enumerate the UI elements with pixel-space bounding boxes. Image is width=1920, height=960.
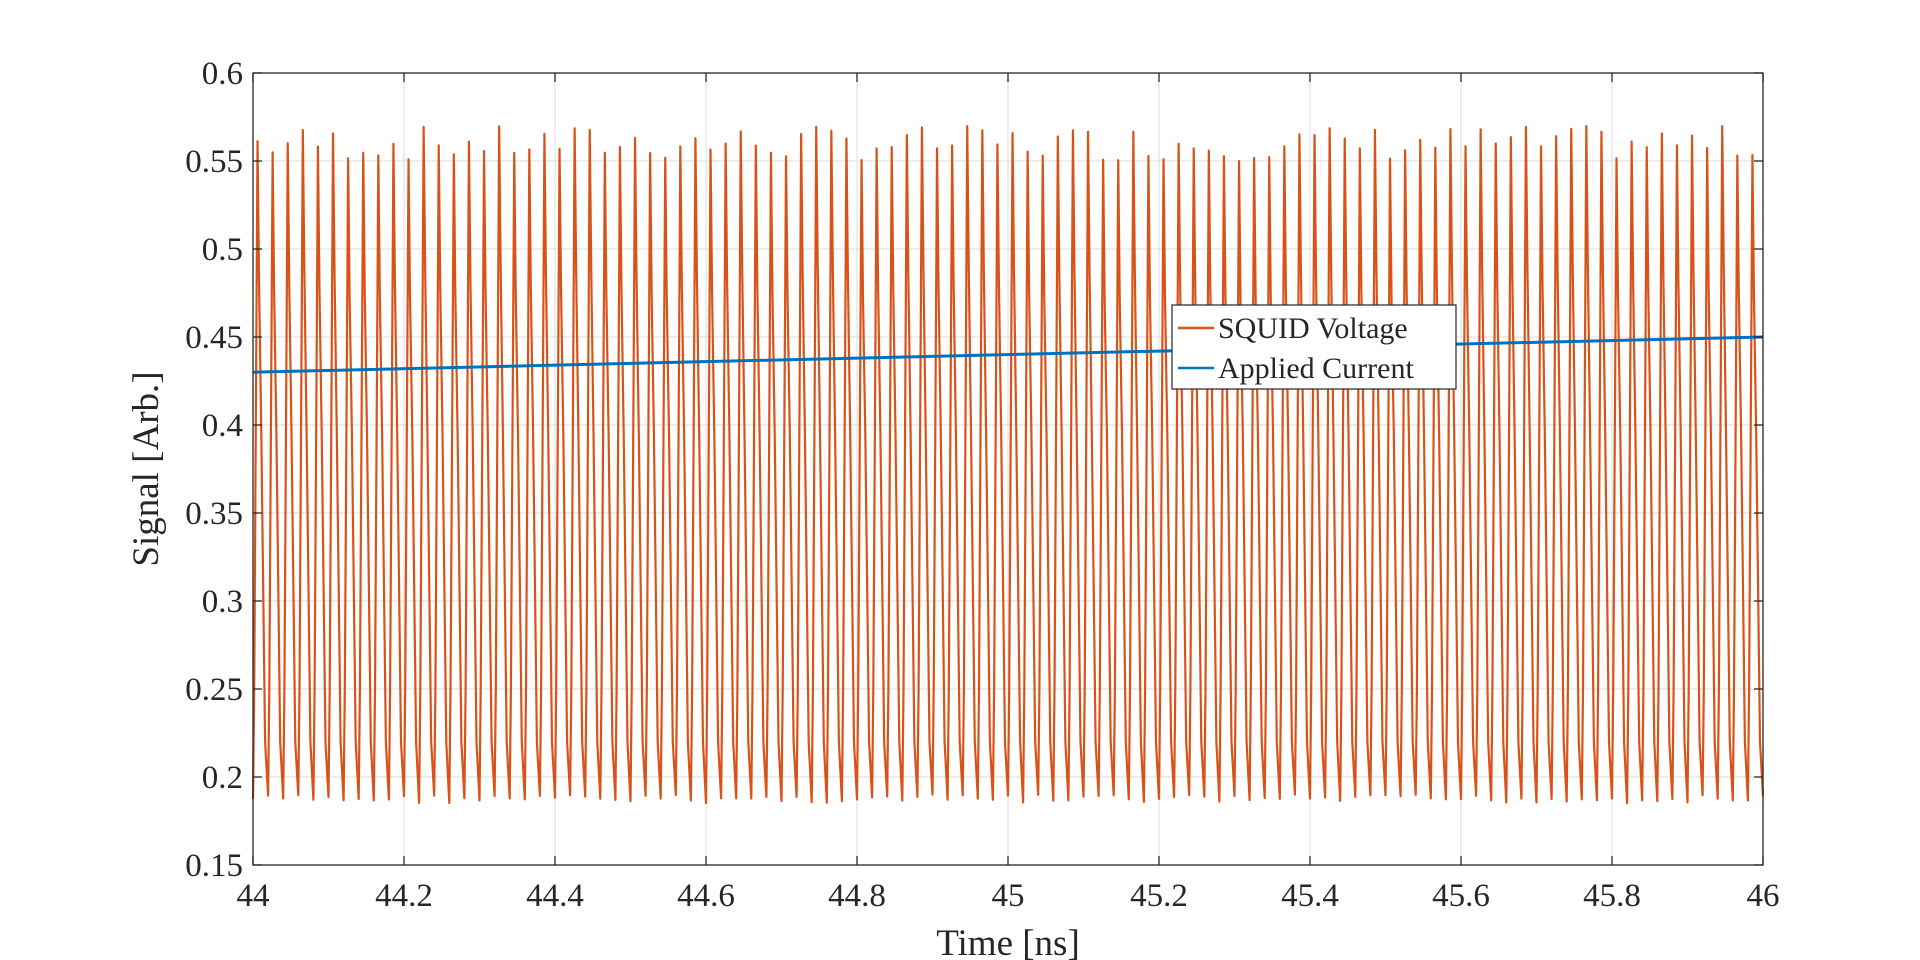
y-tick-label: 0.4 — [202, 408, 243, 444]
y-tick-label: 0.45 — [185, 320, 243, 356]
x-tick-label: 45.2 — [1130, 878, 1188, 914]
y-tick-label: 0.25 — [185, 672, 243, 708]
x-tick-label: 44.4 — [526, 878, 584, 914]
x-tick-label: 45.6 — [1432, 878, 1490, 914]
y-tick-label: 0.5 — [202, 232, 243, 268]
y-tick-label: 0.35 — [185, 496, 243, 532]
legend-entry-applied-current: Applied Current — [1218, 352, 1414, 385]
y-tick-label: 0.6 — [202, 56, 243, 92]
legend-entry-squid-voltage: SQUID Voltage — [1218, 312, 1408, 345]
y-tick-label: 0.3 — [202, 584, 243, 620]
y-tick-label: 0.55 — [185, 144, 243, 180]
x-tick-label: 44.2 — [375, 878, 433, 914]
legend: SQUID Voltage Applied Current — [1172, 305, 1456, 389]
x-axis-label: Time [ns] — [936, 923, 1080, 960]
x-tick-label: 45.8 — [1583, 878, 1641, 914]
x-tick-label: 44.8 — [828, 878, 886, 914]
x-tick-label: 45.4 — [1281, 878, 1339, 914]
x-tick-label: 44.6 — [677, 878, 735, 914]
y-tick-label: 0.2 — [202, 760, 243, 796]
x-tick-label: 45 — [992, 878, 1025, 914]
y-axis-label: Signal [Arb.] — [126, 371, 167, 566]
y-tick-label: 0.15 — [185, 848, 243, 884]
x-tick-label: 46 — [1747, 878, 1780, 914]
